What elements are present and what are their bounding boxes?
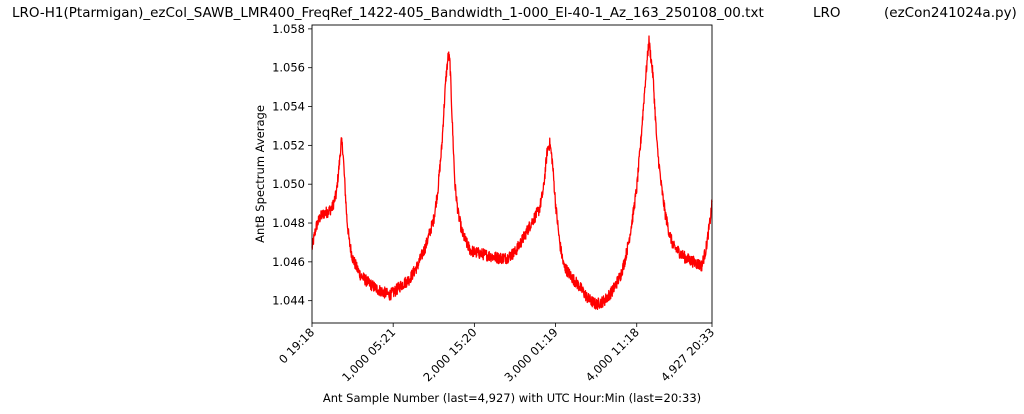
y-axis-label: AntB Spectrum Average [253,105,267,243]
plot-frame [311,24,713,324]
y-axis: 1.044 1.046 1.048 1.050 1.052 1.054 1.056 1.058 [272,22,312,308]
x-tick-label: 1,000 05:21 [339,325,398,384]
plot-area [311,24,713,324]
y-tick-label: 1.048 [272,216,305,230]
y-tick-label: 1.052 [272,138,305,152]
y-tick-label: 1.058 [272,22,305,36]
y-tick-label: 1.050 [272,177,305,191]
y-tick-label: 1.046 [272,255,305,269]
x-axis-label: Ant Sample Number (last=4,927) with UTC … [323,391,701,405]
y-tick-label: 1.044 [272,294,305,308]
x-axis: 0 19:18 1,000 05:21 2,000 15:20 3,000 01:19… [276,323,717,384]
y-tick-label: 1.054 [272,100,305,114]
x-tick-label: 4,927 20:33 [658,325,717,384]
chart-title-filename: LRO-H1(Ptarmigan)_ezCol_SAWB_LMR400_Freq… [12,5,764,21]
x-tick-label: 0 19:18 [276,325,317,366]
y-tick-label: 1.056 [272,61,305,75]
x-tick-label: 4,000 11:18 [583,325,642,384]
x-tick-label: 3,000 01:19 [501,325,560,384]
chart-title-program: (ezCon241024a.py) [884,5,1017,21]
x-tick-label: 2,000 15:20 [420,325,479,384]
series-line [311,35,713,311]
chart-title-site: LRO [813,5,841,21]
